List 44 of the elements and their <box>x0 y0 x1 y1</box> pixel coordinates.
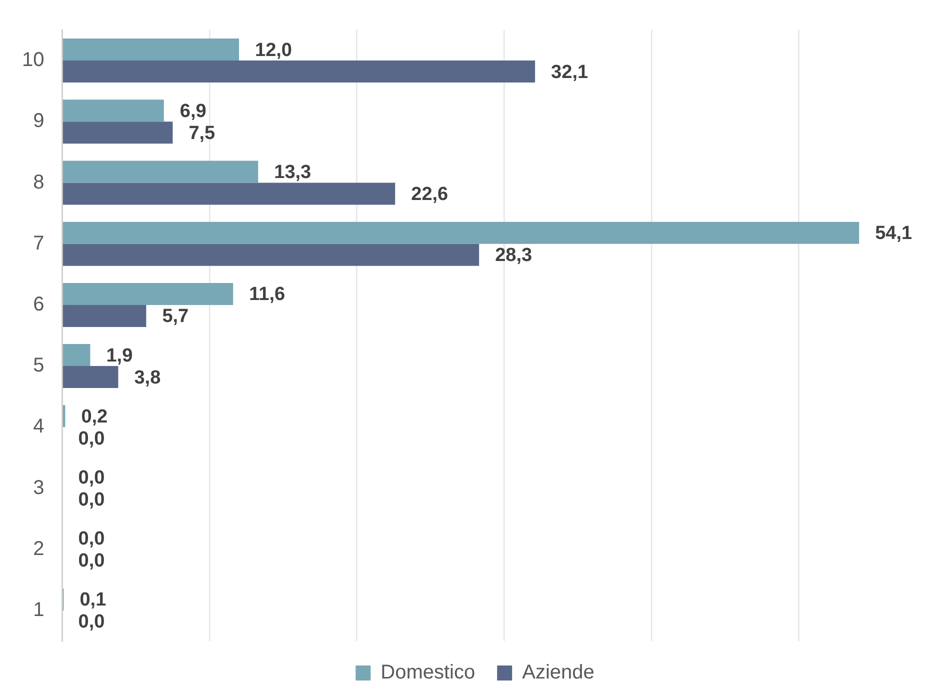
data-label: 54,1 <box>875 223 913 244</box>
y-tick-label: 2 <box>33 538 44 560</box>
bar <box>62 60 536 83</box>
data-label: 5,7 <box>162 306 189 328</box>
data-label: 22,6 <box>411 184 448 205</box>
data-label: 0,0 <box>78 612 105 633</box>
data-label: 0,0 <box>78 467 105 488</box>
data-label: 0,0 <box>78 489 105 510</box>
data-label: 11,6 <box>249 284 286 306</box>
data-label: 32,1 <box>551 62 588 83</box>
bar <box>62 366 118 388</box>
bar <box>62 100 164 122</box>
data-label: 6,9 <box>180 100 206 122</box>
y-tick-label: 3 <box>33 476 44 499</box>
y-tick-label: 9 <box>33 110 44 132</box>
data-label: 13,3 <box>274 162 312 183</box>
legend-label: Aziende <box>522 662 594 684</box>
y-tick-label: 8 <box>33 171 44 194</box>
bar <box>62 282 234 305</box>
legend-label: Domestico <box>380 662 476 684</box>
bar <box>62 222 860 244</box>
data-label: 0,1 <box>80 590 107 611</box>
data-label: 1,9 <box>106 345 133 366</box>
y-tick-label: 7 <box>33 232 44 254</box>
bar <box>62 38 239 61</box>
data-label: 3,8 <box>134 367 161 388</box>
bar <box>62 244 480 266</box>
bar <box>62 160 258 183</box>
bar <box>62 122 173 144</box>
data-label: 7,5 <box>188 122 216 144</box>
bar <box>62 344 90 366</box>
y-tick-label: 5 <box>33 354 44 377</box>
bar <box>62 182 396 205</box>
y-tick-label: 6 <box>33 293 44 316</box>
y-tick-label: 10 <box>22 49 44 72</box>
y-tick-label: 1 <box>33 598 44 621</box>
bar <box>62 304 146 327</box>
data-label: 0,0 <box>78 550 105 572</box>
data-label: 12,0 <box>254 40 292 61</box>
y-tick-label: 4 <box>33 416 44 438</box>
data-label: 0,2 <box>81 406 108 428</box>
data-label: 0,0 <box>78 528 105 550</box>
data-label: 28,3 <box>495 245 532 266</box>
data-label: 0,0 <box>78 428 105 450</box>
